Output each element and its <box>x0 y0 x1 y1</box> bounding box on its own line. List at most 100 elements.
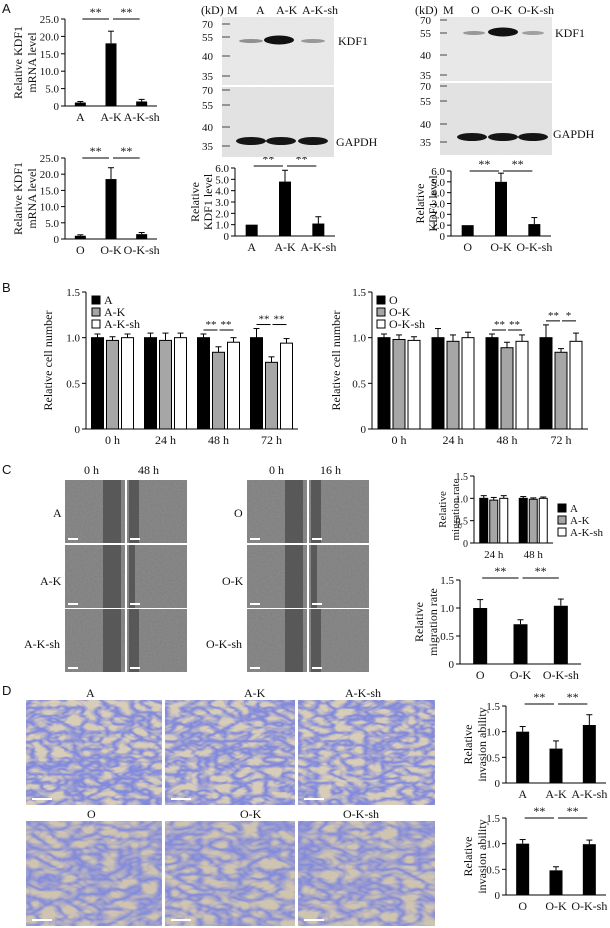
y-tick-label: 1.0 <box>486 727 500 739</box>
wound-gap <box>103 609 121 672</box>
y-tick-label: 6.0 <box>215 163 229 175</box>
x-tick-label: O-K <box>100 243 122 257</box>
scale-bar <box>171 798 191 800</box>
time-label: 0 h <box>84 463 99 477</box>
legend-label: A-K-sh <box>570 527 603 539</box>
scale-bar <box>250 603 260 605</box>
y-tick-label: 5.0 <box>431 177 445 189</box>
ladder-mark: 70 <box>420 81 432 93</box>
bar <box>245 224 258 236</box>
scale-bar <box>171 919 191 921</box>
bar <box>446 340 460 430</box>
scale-bar <box>250 667 260 669</box>
legend-label: A-K-sh <box>104 317 140 331</box>
significance-mark: ** <box>494 564 506 578</box>
lane-label: A <box>256 3 265 17</box>
kd-unit-label: (kD) <box>415 3 438 17</box>
y-tick-label: 15.0 <box>40 185 60 197</box>
y-tick-label: 0 <box>440 231 446 243</box>
x-tick-label: O <box>76 243 85 257</box>
x-tick-label: 72 h <box>261 433 282 447</box>
gapdh-band <box>236 137 266 145</box>
significance-mark: ** <box>274 314 285 326</box>
y-axis-label: Relative <box>437 491 449 528</box>
y-tick-label: 1.5 <box>66 287 80 299</box>
ladder-mark: 35 <box>420 137 432 149</box>
y-tick-label: 5.0 <box>45 218 59 230</box>
y-tick-label: 1.0 <box>486 839 500 851</box>
y-tick-label: 4.0 <box>431 188 445 200</box>
y-tick-label: 5.0 <box>45 84 59 96</box>
scale-bar <box>312 538 322 540</box>
ladder-mark: 55 <box>420 28 432 40</box>
bar <box>538 497 548 544</box>
y-tick-label: 25.0 <box>40 153 60 165</box>
y-tick-label: 0 <box>75 424 81 436</box>
bar <box>485 337 499 430</box>
y-axis-label: KDF1 level <box>426 175 440 232</box>
x-tick-label: A-K-sh <box>300 240 336 254</box>
invasion-label: A <box>86 686 95 700</box>
x-tick-label: O-K <box>545 899 567 913</box>
significance-mark: ** <box>512 157 524 171</box>
legend-label: A <box>570 503 578 515</box>
y-axis-label: invasion ability <box>475 819 489 893</box>
chart-mrna-a: 0 5.0 10.0 15.0 20.0 25.0 Relative KDF1 mRNA le… <box>11 5 160 124</box>
gapdh-band <box>488 133 518 141</box>
bar <box>121 337 134 430</box>
bar <box>74 235 86 239</box>
legend-swatch <box>376 295 386 305</box>
wound-gap <box>129 545 135 608</box>
bar <box>553 605 568 664</box>
row-label: O <box>234 506 243 520</box>
wound-gap <box>285 480 303 543</box>
y-tick-label: 25.0 <box>40 14 60 26</box>
y-axis-label: Relative KDF1 <box>11 26 25 99</box>
scale-bar <box>68 667 78 669</box>
ladder-mark: 40 <box>420 119 432 131</box>
chart-cell-number-a: 0 0.5 1.0 1.5 Relative cell number 0 h 24 h 48 … <box>41 287 298 447</box>
y-tick-label: 2.0 <box>431 209 445 221</box>
y-tick-label: 2.0 <box>215 208 229 220</box>
bar <box>431 337 445 430</box>
panel-label-a: A <box>2 1 11 16</box>
bar <box>392 338 406 430</box>
wound-gap <box>285 545 303 608</box>
chart-protein-o: 01.02.03.04.05.06.0 Relative KDF1 level O O-… <box>413 157 552 254</box>
y-axis-label: invasion ability <box>475 707 489 781</box>
x-tick-label: A <box>518 787 527 801</box>
invasion-images: A A-K A-K-sh O O-K O-K-sh <box>26 686 435 926</box>
x-tick-label: 0 h <box>105 433 120 447</box>
y-tick-label: 0 <box>495 890 501 902</box>
y-tick-label: 0.5 <box>456 517 469 528</box>
y-axis-label: Relative cell number <box>41 311 55 411</box>
row-label: A-K <box>40 574 62 588</box>
lane-label: O <box>471 3 480 17</box>
significance-mark: ** <box>120 144 132 158</box>
y-tick-label: 3.0 <box>431 199 445 211</box>
y-tick-label: 1.5 <box>352 287 366 299</box>
kdf1-label: KDF1 <box>555 26 585 40</box>
y-tick-label: 10.0 <box>40 66 60 78</box>
y-tick-label: 0 <box>463 539 468 550</box>
kdf1-band <box>463 31 485 35</box>
chart-protein-a: 01.02.03.04.05.06.0 Relative KDF1 level A A-… <box>188 152 336 254</box>
bar <box>105 43 117 106</box>
chart-cell-number-o: 0 0.5 1.0 1.5 Relative cell number 0 h 24 h 48 … <box>329 287 588 447</box>
x-tick-label: 24 h <box>443 433 464 447</box>
ladder-mark: 70 <box>202 19 214 31</box>
gapdh-band <box>457 133 487 141</box>
y-tick-label: 1.0 <box>440 603 454 615</box>
significance-mark: ** <box>259 314 270 326</box>
bar <box>582 844 596 895</box>
y-tick-label: 1.0 <box>215 220 229 232</box>
legend-label: O <box>389 293 398 307</box>
legend-swatch <box>376 307 386 317</box>
y-tick-label: 0.5 <box>66 378 80 390</box>
legend-swatch <box>557 527 567 537</box>
bar <box>516 843 530 895</box>
kdf1-band <box>264 35 294 45</box>
y-tick-label: 0.5 <box>352 378 366 390</box>
bar <box>582 724 596 783</box>
bar <box>407 339 421 430</box>
